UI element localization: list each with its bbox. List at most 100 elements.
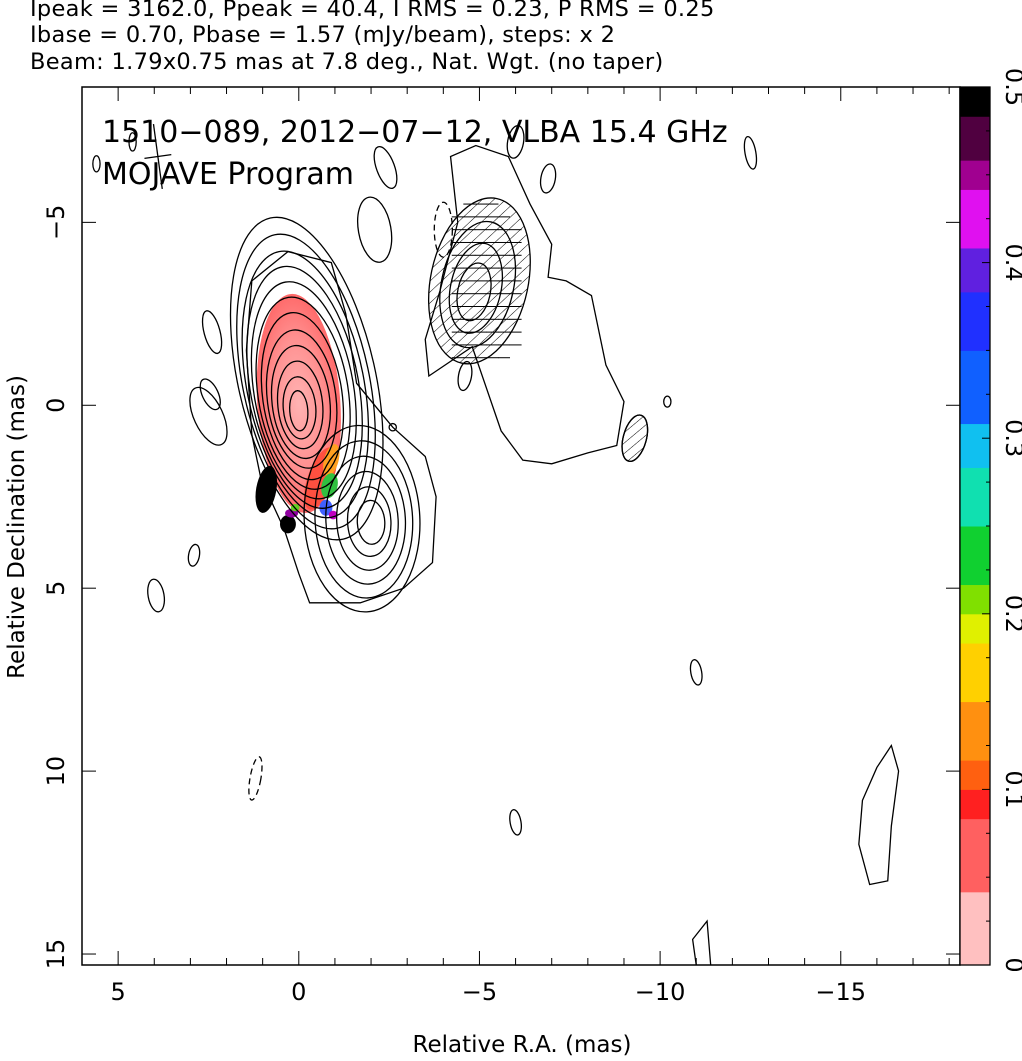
colorbar-segment — [960, 643, 990, 659]
noise-contour — [743, 135, 758, 170]
noise-contour — [201, 310, 223, 355]
colorbar-segment — [960, 701, 990, 717]
colorbar-segment — [960, 145, 990, 161]
edge-contour — [691, 919, 712, 966]
colorbar-segment — [960, 862, 990, 878]
colorbar-segment — [960, 335, 990, 351]
colorbar-segment — [960, 672, 990, 688]
colorbar-segment — [960, 87, 990, 103]
x-tick-label: −15 — [815, 978, 866, 1006]
jet-knot-contour — [325, 455, 407, 585]
colorbar-tick-label: 0.4 — [1000, 244, 1022, 282]
colorbar-segment — [960, 233, 990, 249]
colorbar-segment — [960, 774, 990, 790]
colorbar-segment — [960, 569, 990, 586]
colorbar-segment — [960, 438, 990, 454]
core-contour — [229, 216, 384, 541]
core-contour — [282, 376, 317, 440]
colorbar-tick-label: 0.5 — [1000, 68, 1022, 106]
southwest-contour — [439, 220, 517, 349]
colorbar-segment — [960, 160, 990, 176]
noise-contour — [539, 163, 557, 194]
colorbar-segment — [960, 365, 990, 381]
colorbar-segment — [960, 891, 990, 907]
colorbar-segment — [960, 921, 990, 937]
x-axis-title: Relative R.A. (mas) — [413, 1032, 632, 1058]
noise-contour — [506, 124, 525, 159]
southwest-contour — [456, 262, 492, 322]
header-line-3: Beam: 1.79x0.75 mas at 7.8 deg., Nat. Wg… — [30, 49, 664, 75]
colorbar-segment — [960, 847, 990, 864]
colorbar-segment — [960, 628, 990, 644]
x-tick-label: −5 — [462, 978, 497, 1006]
colorbar-segment — [960, 408, 990, 425]
colorbar-segment — [960, 306, 990, 322]
header-line-1: Ipeak = 3162.0, Ppeak = 40.4, I RMS = 0.… — [30, 0, 715, 22]
y-tick-label: 0 — [42, 398, 70, 413]
jet-knot-contour — [336, 470, 399, 571]
colorbar-segment — [960, 101, 990, 117]
annotation-title: 1510−089, 2012−07−12, VLBA 15.4 GHz — [102, 115, 728, 150]
core-contour — [260, 311, 345, 481]
core-contour — [270, 344, 332, 460]
colorbar-segment — [960, 394, 990, 410]
colorbar-tick-label: 0.3 — [1000, 419, 1022, 457]
colorbar-segment — [960, 804, 990, 820]
core-contour — [289, 390, 309, 432]
colorbar-tick-label: 0 — [1000, 957, 1022, 972]
colorbar-segment — [960, 789, 990, 805]
colorbar-segment — [960, 511, 990, 527]
colorbar-segment — [960, 657, 990, 673]
colorbar-segment — [960, 116, 990, 132]
colorbar-tick-label: 0.2 — [1000, 595, 1022, 633]
colorbar-segment — [960, 204, 990, 220]
colorbar-segment — [960, 877, 990, 893]
colorbar-segment — [960, 174, 990, 190]
colorbar-segment — [960, 760, 990, 776]
colorbar-segment — [960, 745, 990, 761]
colorbar-segment — [960, 540, 990, 556]
colorbar-segment — [960, 833, 990, 849]
jet-knot-contour — [303, 424, 421, 613]
colorbar-segment — [960, 613, 990, 629]
colorbar-segment — [960, 935, 990, 951]
noise-contour — [357, 196, 393, 263]
colorbar-segment — [960, 716, 990, 732]
x-tick-label: −10 — [635, 978, 686, 1006]
colorbar-tick-label: 0.1 — [1000, 770, 1022, 808]
colorbar-segment — [960, 218, 990, 234]
colorbar-segment — [960, 686, 990, 703]
noise-contour — [189, 386, 228, 446]
core-contour — [241, 250, 370, 519]
colorbar-segment — [960, 906, 990, 922]
noise-contour — [457, 360, 473, 392]
noise-contour — [388, 422, 397, 432]
noise-contour — [92, 155, 101, 173]
header-line-2: Ibase = 0.70, Pbase = 1.57 (mJy/beam), s… — [30, 22, 616, 48]
noise-contour — [128, 132, 137, 152]
colorbar-segment — [960, 730, 990, 746]
colorbar-segment — [960, 130, 990, 147]
core-contour — [265, 329, 338, 469]
extended-feature-contour — [858, 743, 900, 886]
x-tick-label: 0 — [291, 978, 306, 1006]
noise-contour — [248, 756, 263, 801]
plot-frame: 5 0 −5 −10 −15 15 10 5 0 −5 — [42, 86, 961, 1006]
core-contour — [276, 360, 324, 450]
colorbar-segment — [960, 555, 990, 571]
noise-contour — [187, 543, 201, 567]
jet-knot-contour — [314, 440, 414, 599]
colorbar-segment — [960, 189, 990, 205]
noise-contour — [689, 659, 703, 686]
outer-envelope-contour — [245, 250, 437, 604]
colorbar-segment — [960, 350, 990, 366]
colorbar-segment — [960, 423, 990, 439]
colorbar-segment — [960, 277, 990, 293]
contours — [92, 123, 900, 966]
core-contour — [250, 281, 357, 500]
beam-minor-axis — [144, 154, 172, 160]
colorbar-segment — [960, 379, 990, 395]
y-tick-label: −5 — [42, 205, 70, 240]
colorbar-segment — [960, 247, 990, 264]
